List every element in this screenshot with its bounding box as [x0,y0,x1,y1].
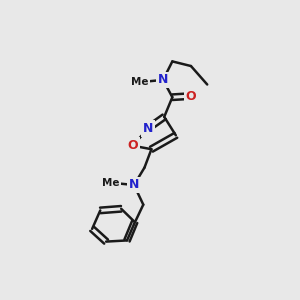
Text: N: N [143,122,153,135]
Text: O: O [128,139,138,152]
Text: N: N [158,74,168,86]
Text: Me: Me [102,178,119,188]
Text: N: N [129,178,139,191]
Text: O: O [186,90,196,103]
Text: Me: Me [131,77,148,87]
